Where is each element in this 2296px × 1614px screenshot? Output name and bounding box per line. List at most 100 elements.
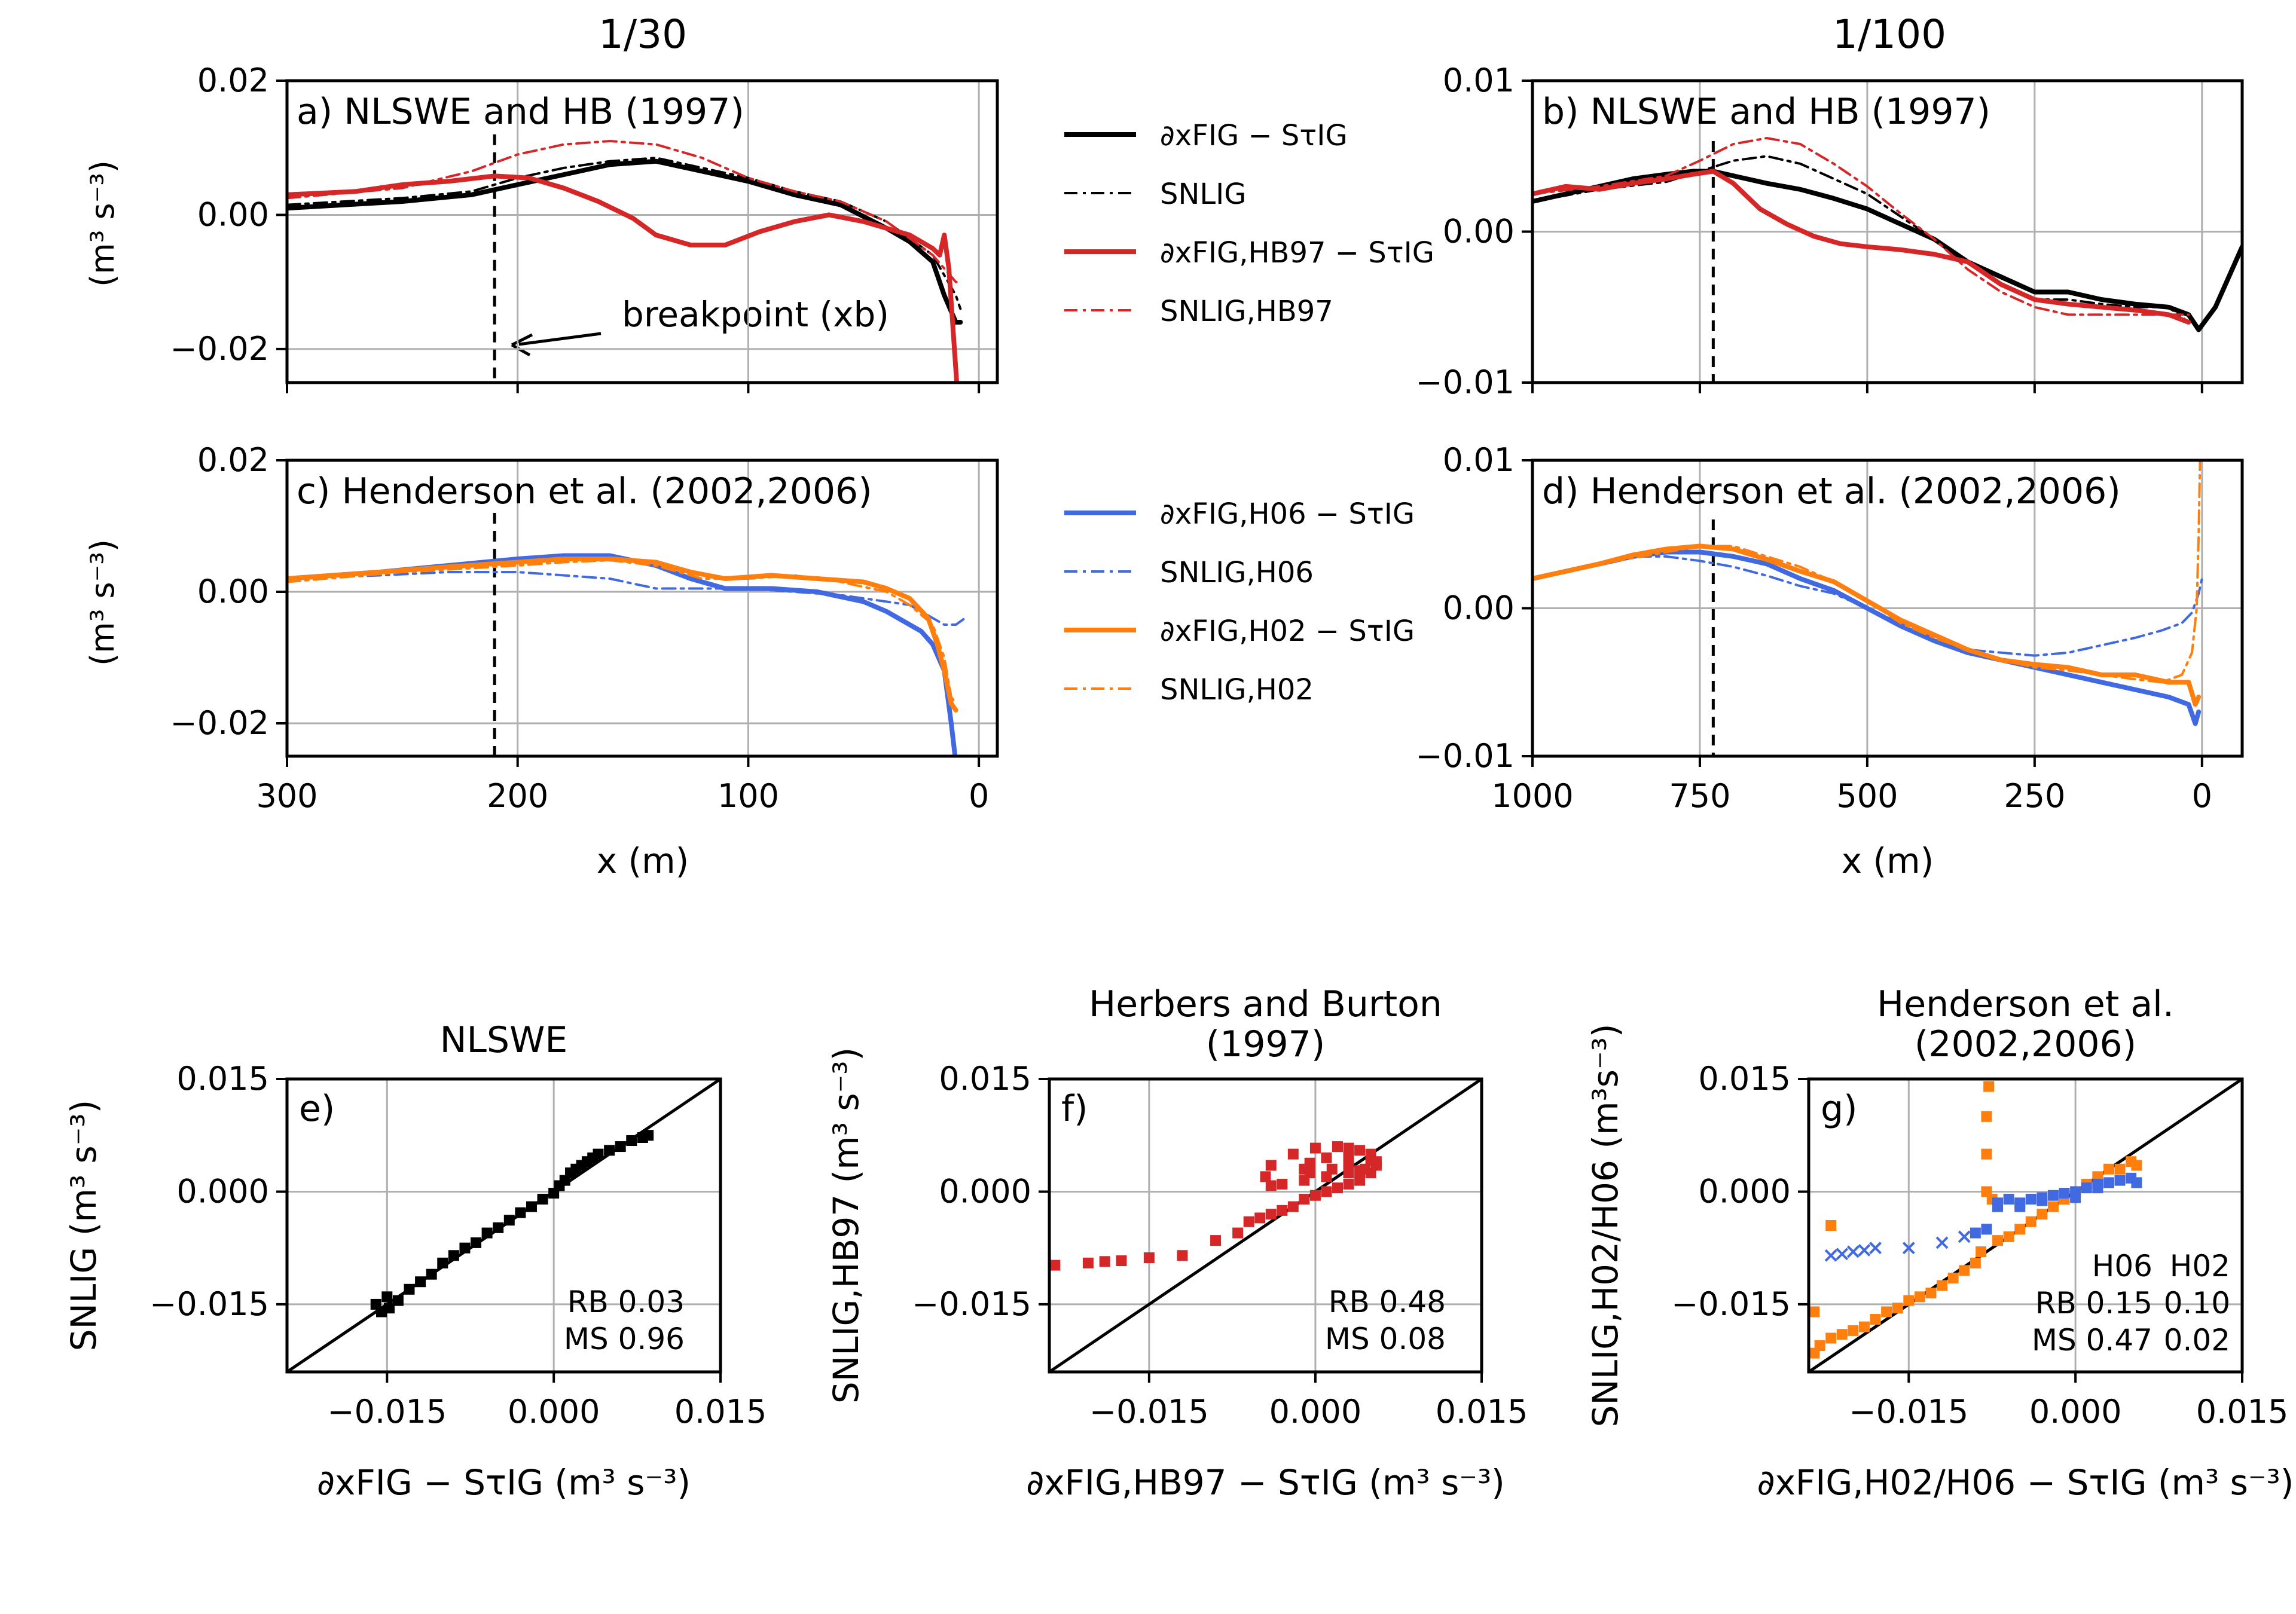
scatter-point-f — [1116, 1255, 1127, 1267]
scatter-point-f — [1299, 1194, 1310, 1205]
scatter-point-g — [1981, 1224, 1992, 1235]
scatter-point-g — [1858, 1244, 1871, 1257]
scatter-point-g — [2114, 1163, 2126, 1175]
scatter-point-g — [2103, 1163, 2114, 1175]
panel-title: b) NLSWE and HB (1997) — [1542, 91, 1990, 133]
scatter-point-f — [1343, 1162, 1354, 1173]
legend-label-0: ∂xFIG − SτIG — [1160, 119, 1348, 152]
scatter-point-g — [1836, 1248, 1849, 1261]
breakpoint-arrowhead — [511, 333, 533, 357]
scatter-point-g — [1937, 1280, 1948, 1291]
scatter-point-f — [1265, 1209, 1277, 1220]
xtick-label: 300 — [256, 777, 317, 815]
legend-bottom: ∂xFIG,H06 − SτIG SNLIG,H06 ∂xFIG,H02 − SτI… — [1064, 497, 1415, 707]
scatter-point-g — [1848, 1325, 1859, 1336]
scatter-point-e — [615, 1141, 626, 1153]
ytick-label: −0.015 — [912, 1285, 1031, 1323]
scatter-point-g — [1902, 1242, 1915, 1255]
scatter-point-g — [1992, 1235, 2004, 1246]
scatter-point-f — [1343, 1142, 1354, 1154]
xtick-label: 500 — [1836, 777, 1898, 815]
scatter-point-g — [1959, 1265, 1970, 1276]
xtick-label: 750 — [1669, 777, 1730, 815]
panel-title: NLSWE — [440, 1019, 568, 1061]
scatter-point-f — [1287, 1148, 1299, 1160]
ytick-label: −0.02 — [170, 330, 269, 368]
xtick-label: 0.015 — [674, 1393, 767, 1430]
scatter-point-f — [1304, 1167, 1315, 1179]
data-layer — [1532, 137, 2242, 383]
scatter-point-f — [1354, 1145, 1366, 1156]
ylabel-panel-a: (m³ s⁻³) — [84, 160, 121, 287]
scatter-point-g — [1992, 1197, 2004, 1209]
data-layer — [287, 134, 963, 383]
panel-b: b) NLSWE and HB (1997) −0.01 0.00 0.01 — [1416, 62, 2244, 401]
scatter-point-g — [1976, 1246, 1987, 1257]
scatter-point-g — [2070, 1192, 2081, 1203]
stats-text: MS 0.08 — [1325, 1322, 1446, 1356]
panel-title: a) NLSWE and HB (1997) — [297, 91, 744, 133]
scatter-point-f — [1232, 1227, 1244, 1239]
ytick-label: 0.000 — [176, 1172, 269, 1210]
ytick-label: −0.01 — [1416, 363, 1515, 401]
axis-ylabel: SNLIG (m³ s⁻³) — [63, 1100, 104, 1352]
series-line-a-3 — [287, 140, 962, 283]
scatter-point-g — [2047, 1201, 2059, 1212]
scatter-point-g — [2037, 1195, 2048, 1206]
legend-top: ∂xFIG − SτIG SNLIG ∂xFIG,HB97 − SτIG SNLIG,… — [1064, 119, 1434, 328]
ytick-label: −0.02 — [170, 704, 269, 742]
xtick-label: −0.015 — [1089, 1393, 1209, 1430]
xtick-label: 0.000 — [2029, 1393, 2122, 1430]
ytick-label: 0.01 — [1443, 441, 1515, 479]
scatter-point-f — [1343, 1152, 1354, 1163]
scatter-point-e — [493, 1222, 504, 1233]
series-line-c-0 — [287, 553, 958, 756]
scatter-point-g — [1958, 1230, 1971, 1243]
xlabel-panel-d: x (m) — [1842, 840, 1934, 881]
panel-d: d) Henderson et al. (2002,2006) 1000 750 50… — [1416, 441, 2244, 815]
series-line-d-3 — [1532, 460, 2202, 684]
scatter-point-e — [481, 1227, 493, 1239]
scatter-point-f — [1210, 1235, 1222, 1246]
panel-label: f) — [1061, 1088, 1088, 1130]
scatter-point-e — [384, 1303, 395, 1314]
data-layer — [1809, 1079, 2242, 1372]
scatter-point-g — [2014, 1224, 2026, 1235]
series-line-a-1 — [287, 157, 962, 310]
scatter-point-g — [1970, 1227, 1981, 1239]
axes-frame — [1048, 1077, 1483, 1374]
axis-ylabel: SNLIG,HB97 (m³ s⁻³) — [826, 1047, 866, 1404]
scatter-point-f — [1265, 1160, 1277, 1171]
scatter-point-e — [503, 1215, 515, 1226]
scatter-point-g — [2081, 1182, 2092, 1194]
scatter-point-f — [1309, 1142, 1321, 1154]
ytick-label: 0.00 — [1443, 213, 1515, 250]
scatter-point-e — [437, 1257, 448, 1268]
series-line-d-0 — [1532, 549, 2202, 726]
panel-label: e) — [299, 1088, 335, 1130]
scatter-point-f — [1143, 1252, 1155, 1264]
scatter-point-f — [1049, 1260, 1061, 1271]
ytick-label: 0.01 — [1443, 62, 1515, 99]
series-line-c-3 — [287, 559, 957, 705]
scatter-point-g — [2025, 1216, 2037, 1227]
series-line-a-0 — [287, 158, 963, 325]
scatter-point-g — [1869, 1242, 1882, 1255]
one-to-one-line — [1809, 1079, 2242, 1372]
xtick-label: 1000 — [1491, 777, 1573, 815]
axis-xlabel: ∂xFIG − SτIG (m³ s⁻³) — [317, 1462, 691, 1503]
axes-frame — [285, 1077, 722, 1374]
scatter-point-g — [1846, 1245, 1860, 1258]
scatter-point-g — [1881, 1306, 1892, 1318]
scatter-point-e — [448, 1250, 459, 1261]
xtick-label: 0.015 — [1436, 1393, 1528, 1430]
series-line-a-2 — [287, 173, 960, 383]
stats-text: RB 0.15 — [2035, 1286, 2152, 1320]
panel-title-line1: Herbers and Burton — [1089, 983, 1442, 1025]
xtick-label: 0.000 — [1269, 1393, 1362, 1430]
series-line-d-2 — [1532, 543, 2202, 707]
ytick-label: 0.02 — [197, 62, 269, 99]
scatter-point-g — [2114, 1175, 2126, 1186]
ytick-label: 0.02 — [197, 441, 269, 479]
scatter-point-f — [1082, 1257, 1094, 1268]
